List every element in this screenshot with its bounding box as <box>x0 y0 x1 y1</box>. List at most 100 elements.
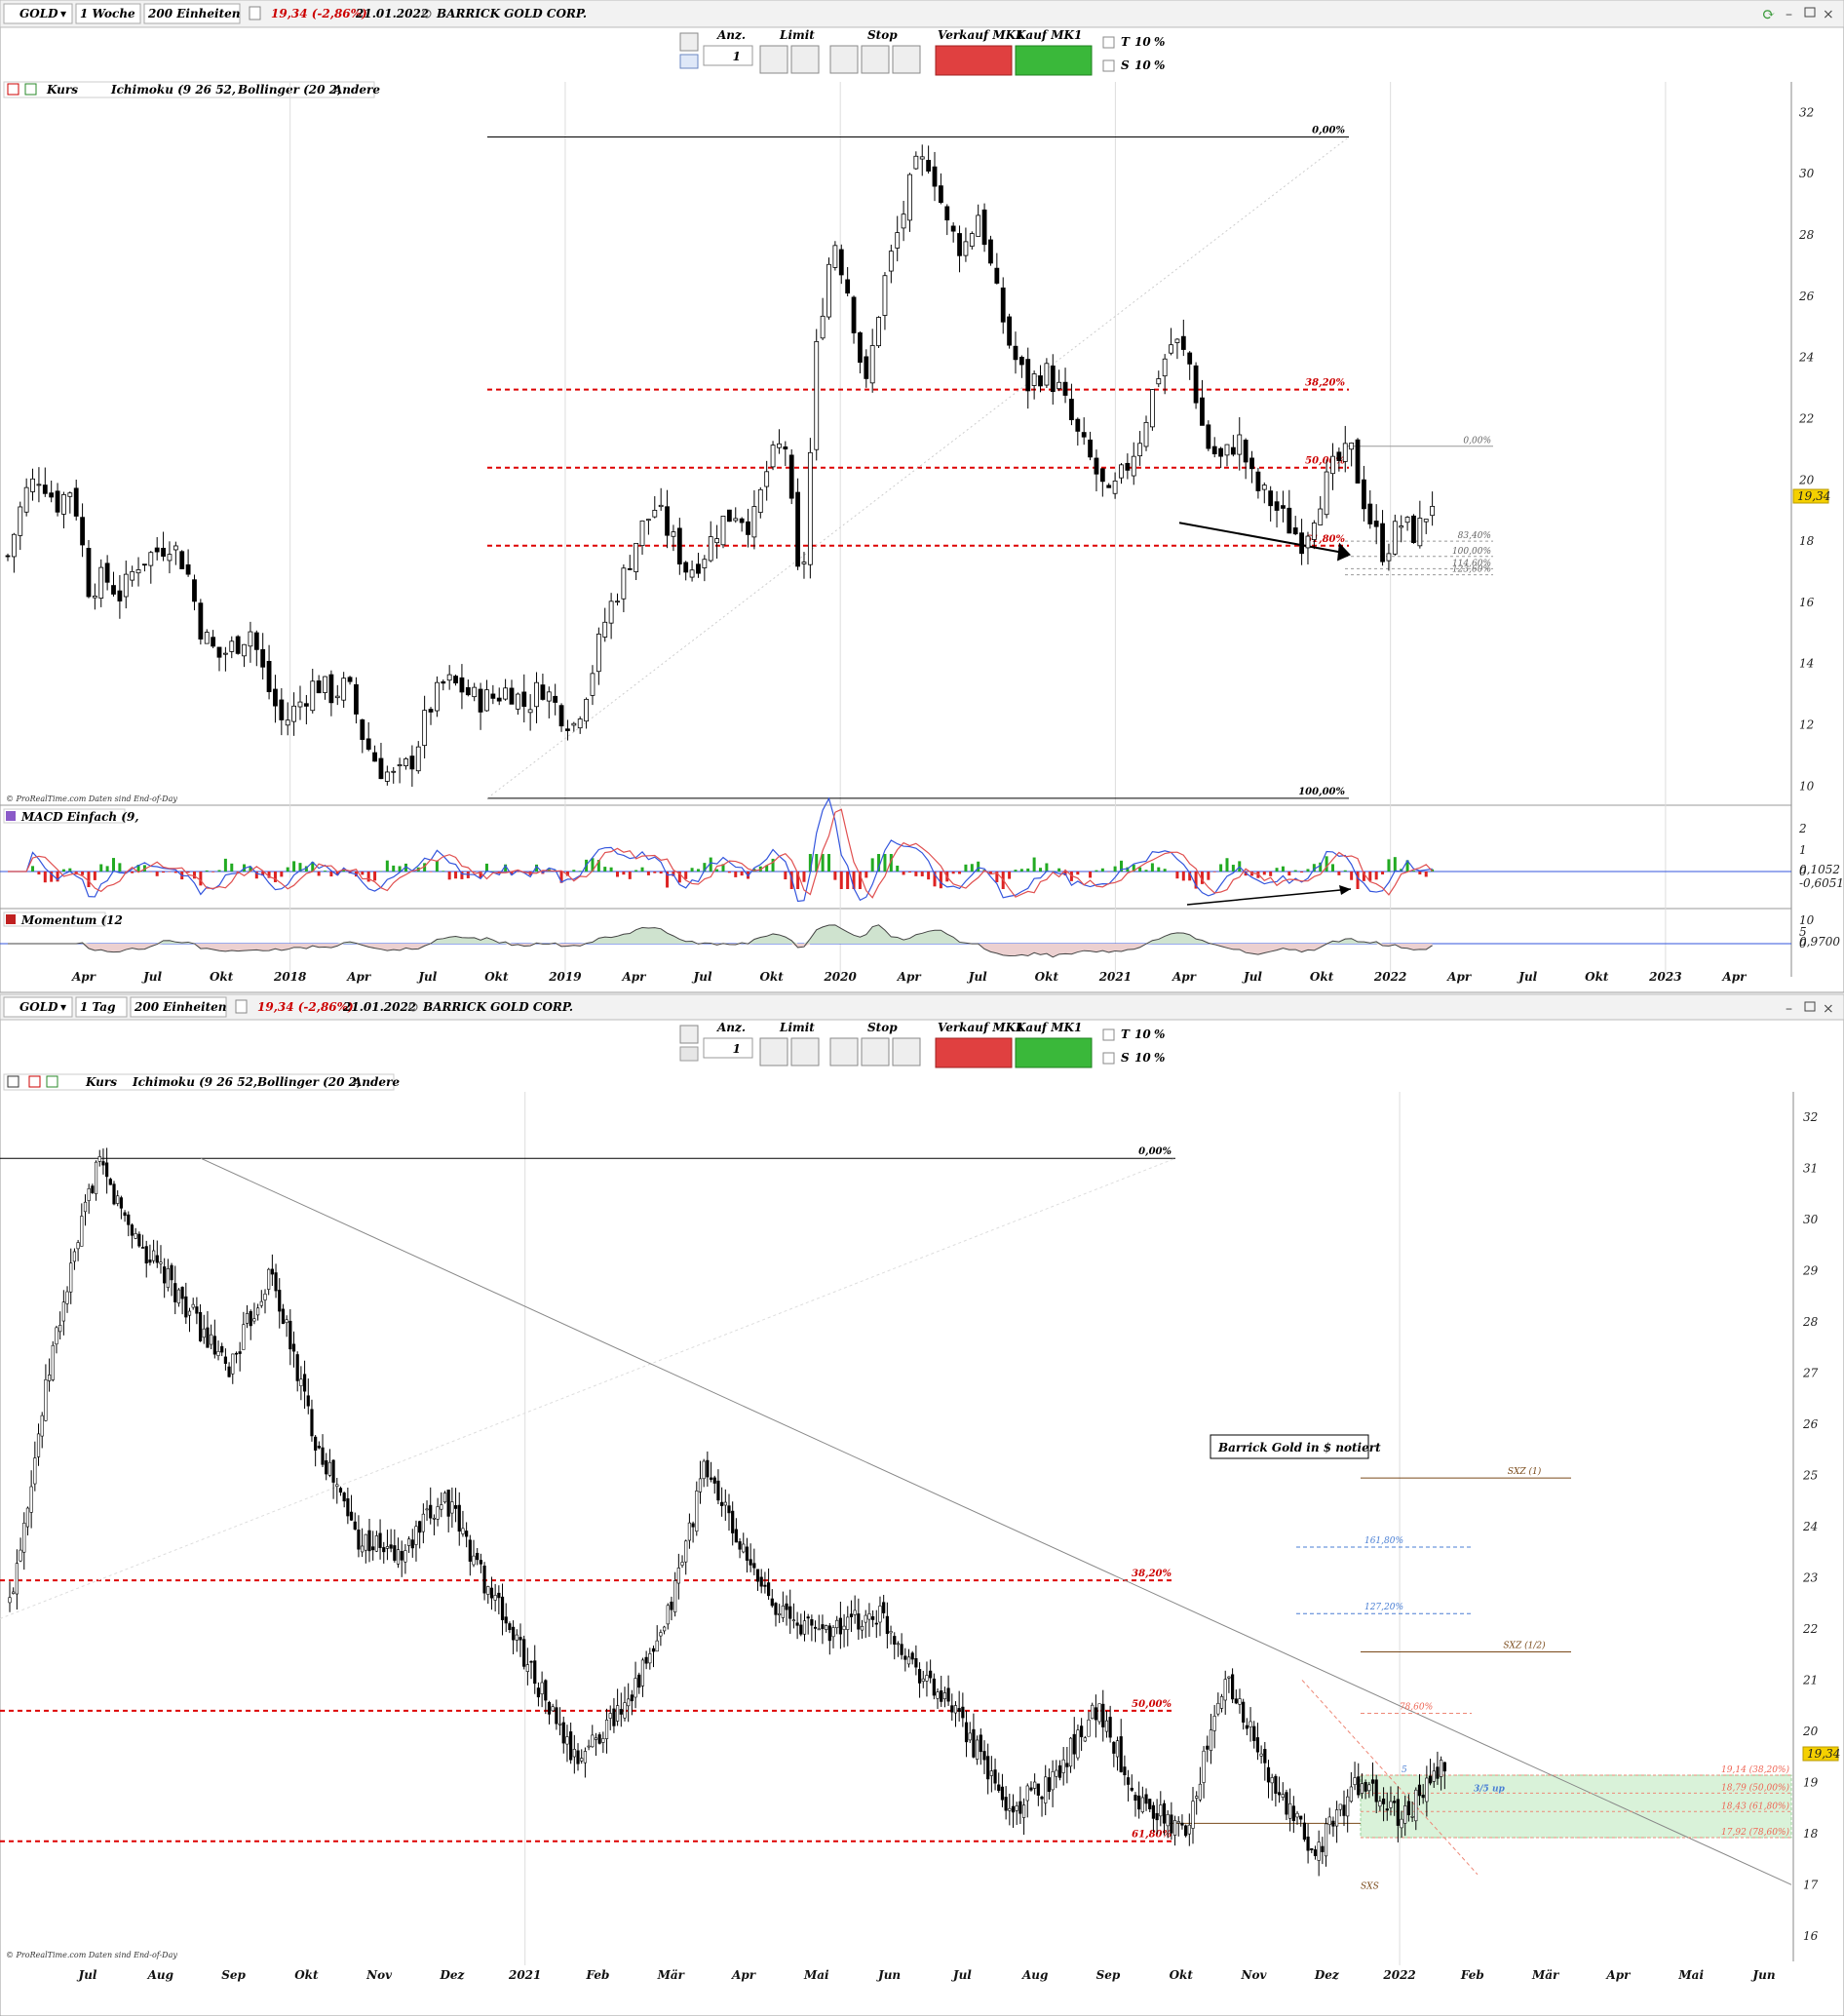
keypad-icon[interactable] <box>679 1046 699 1062</box>
stop-button-2[interactable] <box>861 45 890 74</box>
candle-body <box>1399 525 1404 528</box>
candle-body <box>659 1632 663 1637</box>
sell-button[interactable] <box>935 1037 1013 1068</box>
qty-input[interactable] <box>703 45 753 66</box>
macd-histogram-bar <box>442 871 445 872</box>
stop-button-3[interactable] <box>892 45 921 74</box>
legend-ichimoku[interactable]: Ichimoku (9 26 52, <box>132 1075 257 1089</box>
arrow-up-icon[interactable] <box>46 1075 58 1088</box>
bottom-timeframe-select[interactable] <box>75 996 128 1018</box>
candle-body <box>1349 442 1355 450</box>
minimize-icon[interactable]: – <box>1786 7 1792 22</box>
macd-label[interactable]: MACD Einfach (9, <box>20 810 139 824</box>
info-icon[interactable] <box>249 6 261 20</box>
candle-body <box>192 579 197 602</box>
macd-histogram-bar <box>1057 868 1061 872</box>
buy-button[interactable] <box>1015 1037 1093 1068</box>
macd-histogram-bar <box>1194 872 1198 889</box>
fib-level-label: 61,80% <box>1132 1830 1172 1841</box>
candle-body <box>858 331 863 364</box>
limit-sell-button[interactable] <box>790 1037 820 1066</box>
momentum-label[interactable]: Momentum (12 <box>20 913 123 927</box>
candle-body <box>1212 1716 1216 1731</box>
legend-kurs[interactable]: Kurs <box>46 83 78 97</box>
candle-body <box>112 1183 116 1205</box>
s-label: S <box>1121 58 1130 72</box>
limit-buy-button[interactable] <box>759 1037 788 1066</box>
t-checkbox[interactable] <box>1102 1028 1115 1041</box>
candle-body <box>1417 518 1423 547</box>
maximize-icon[interactable] <box>1804 7 1816 18</box>
legend-ichimoku[interactable]: Ichimoku (9 26 52, <box>110 83 236 97</box>
candle-body <box>33 1457 37 1485</box>
top-price-badge <box>1792 488 1829 504</box>
stop-button-2[interactable] <box>861 1037 890 1066</box>
candle-body <box>497 1592 501 1599</box>
candle-body <box>1125 462 1131 471</box>
top-symbol-select[interactable] <box>3 3 73 24</box>
candle-body <box>1245 1725 1249 1729</box>
legend-andere[interactable]: Andere <box>332 83 380 97</box>
close-icon[interactable]: × <box>1823 7 1834 22</box>
price-tick-label: 29 <box>1802 1264 1819 1278</box>
candle-body <box>1335 1809 1339 1827</box>
price-tick-label: 20 <box>1802 1725 1819 1738</box>
qty-input[interactable] <box>703 1037 753 1059</box>
legend-bollinger[interactable]: Bollinger (20 2, <box>237 83 341 97</box>
wrench-icon[interactable] <box>679 32 699 52</box>
candle-body <box>997 1784 1001 1791</box>
keypad-icon[interactable] <box>679 54 699 69</box>
s-checkbox[interactable] <box>1102 1052 1115 1065</box>
top-timeframe-select[interactable] <box>75 3 141 24</box>
limit-sell-button[interactable] <box>790 45 820 74</box>
arrow-up-icon[interactable] <box>24 83 37 96</box>
maximize-icon[interactable] <box>1804 1001 1816 1012</box>
bottom-order-bar: Anz. 1 Limit Stop Verkauf MK1 Kauf MK1 T… <box>679 1021 1165 1068</box>
stop-button-3[interactable] <box>892 1037 921 1066</box>
macd-histogram-bar <box>677 872 681 883</box>
momentum-value: 0,9700 <box>1799 935 1840 949</box>
candle-body <box>734 1529 738 1543</box>
macd-histogram-bar <box>423 863 427 872</box>
bottom-symbol-select[interactable] <box>3 996 73 1018</box>
macd-histogram-bar <box>454 872 458 879</box>
fib-trendline <box>486 136 1350 799</box>
refresh-icon[interactable]: ⟳ <box>1762 5 1775 23</box>
arrow-head <box>1337 542 1351 562</box>
wrench-icon[interactable] <box>679 1025 699 1044</box>
legend-bollinger[interactable]: Bollinger (20 2, <box>256 1075 361 1089</box>
stop-button-1[interactable] <box>829 1037 859 1066</box>
t-checkbox[interactable] <box>1102 36 1115 49</box>
candle-body <box>11 533 17 558</box>
add-indicator-icon[interactable] <box>28 1075 41 1088</box>
legend-andere[interactable]: Andere <box>352 1075 400 1089</box>
candle-body <box>1255 471 1261 491</box>
limit-buy-button[interactable] <box>759 45 788 74</box>
close-icon[interactable]: × <box>1823 1001 1834 1017</box>
top-units-select[interactable] <box>143 3 241 24</box>
bottom-time-axis: Jul Aug Sep Okt Nov Dez 2021 Feb Mär Apr Mai Jun Jul… <box>77 1968 1776 1982</box>
s-checkbox[interactable] <box>1102 59 1115 72</box>
legend-kurs[interactable]: Kurs <box>85 1075 117 1089</box>
layout-icon[interactable] <box>7 1075 19 1088</box>
macd-histogram-bar <box>752 869 756 872</box>
candle-body <box>263 1294 267 1300</box>
info-icon[interactable] <box>235 999 248 1014</box>
sell-button[interactable] <box>935 45 1013 76</box>
candle-body <box>1310 1848 1314 1850</box>
macd-histogram-bar <box>827 854 831 872</box>
candle-body <box>969 233 975 248</box>
minimize-icon[interactable]: – <box>1786 1001 1792 1017</box>
annotation-box[interactable] <box>1210 1434 1369 1459</box>
add-indicator-icon[interactable] <box>7 83 19 96</box>
candle-body <box>1075 418 1081 432</box>
macd-histogram-bar <box>324 871 327 872</box>
candle-body <box>479 1560 482 1565</box>
bottom-units-select[interactable] <box>130 996 227 1018</box>
candle-body <box>519 1637 522 1641</box>
stop-button-1[interactable] <box>829 45 859 74</box>
candle-body <box>569 1731 573 1761</box>
candle-body <box>163 1266 167 1284</box>
buy-button[interactable] <box>1015 45 1093 76</box>
candle-body <box>1261 485 1267 490</box>
